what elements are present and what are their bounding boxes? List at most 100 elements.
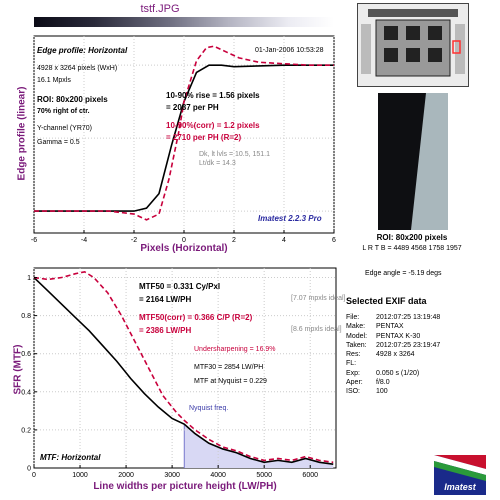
- edge-chart-title: Edge profile: Horizontal: [37, 46, 128, 55]
- exif-value: f/8.0: [376, 379, 390, 387]
- imatest-logo-graphic: Imatest: [434, 455, 486, 495]
- mtf-series: [33, 270, 334, 465]
- exif-key: ISO:: [346, 388, 361, 396]
- undersharpening-text: Undersharpening = 16.9%: [194, 346, 276, 353]
- rise-distance-text: 10-90% rise = 1.56 pixels: [166, 91, 260, 100]
- exif-row: ISO: 100: [346, 387, 440, 396]
- edge-x-tick-label: 2: [232, 237, 236, 244]
- edge-plot-frame: [33, 35, 335, 234]
- mtf-nyquist-text: MTF at Nyquist = 0.229: [194, 378, 267, 385]
- edge-timestamp: 01-Jan-2006 10:53:28: [255, 47, 324, 54]
- nyquist-label: Nyquist freq.: [189, 405, 229, 412]
- mtf-chart: 0 1000 2000 3000 4000 5000 6000 0 0.2 0.4 0.6 0.8 1: [21, 267, 337, 479]
- exif-value: 2012:07:25 13:19:48: [376, 314, 441, 321]
- exif-row: Taken: 2012:07:25 23:19:47: [346, 341, 440, 350]
- exif-table: File: 2012:07:25 13:19:48 Make: PENTAX Mod…: [346, 313, 440, 397]
- mtf-corrected-line: [33, 270, 334, 464]
- megapixel-text: 16.1 Mpxls: [37, 77, 71, 84]
- mtf-x-tick-label: 4000: [210, 472, 226, 479]
- edge-x-tick-label: -6: [31, 237, 37, 244]
- mtf50-lwph-text: = 2164 LW/PH: [139, 295, 192, 304]
- exif-row: File: 2012:07:25 13:19:48: [346, 313, 440, 322]
- roi-edge-graphic: [378, 93, 448, 230]
- edge-angle-text: Edge angle = -5.19 degs: [365, 270, 442, 277]
- mtf50-corrected-ideal-text: [8.6 mpxls ideal]: [291, 326, 342, 333]
- exif-key: Taken:: [346, 341, 367, 349]
- mtf-y-tick-label: 0: [27, 466, 31, 473]
- edge-x-tick-label: -2: [131, 237, 137, 244]
- edge-profile-line: [34, 64, 334, 212]
- exif-value: PENTAX K-30: [376, 332, 421, 340]
- grayscale-gradient-bar: [34, 17, 334, 27]
- mtf-line: [33, 276, 334, 465]
- imatest-version-label: Imatest 2.2.3 Pro: [258, 214, 322, 223]
- exif-row: Exp: 0.050 s (1/20): [346, 369, 440, 378]
- edge-series: [34, 45, 334, 221]
- thumbnail-graphic: [358, 4, 468, 86]
- roi-coordinates: L R T B = 4489 4568 1758 1957: [362, 245, 462, 252]
- mtf-y-tick-label: 0.8: [21, 313, 31, 320]
- mtf-y-tick-label: 0.4: [21, 389, 31, 396]
- roi-size-text: ROI: 80x200 pixels: [37, 95, 108, 104]
- mtf-x-tick-label: 3000: [164, 472, 180, 479]
- exif-row: Model: PENTAX K-30: [346, 332, 440, 341]
- edge-x-tick-label: 4: [282, 237, 286, 244]
- mtf50-ideal-text: [7.07 mpxls ideal]: [291, 295, 346, 302]
- mtf-x-tick-label: 5000: [256, 472, 272, 479]
- mtf-x-tick-label: 1000: [72, 472, 88, 479]
- corrected-per-ph-text: = 2710 per PH (R=2): [166, 133, 242, 142]
- edge-x-tick-label: 0: [182, 237, 186, 244]
- roi-position-text: 70% right of ctr.: [37, 108, 90, 115]
- gamma-text: Gamma = 0.5: [37, 139, 80, 146]
- image-size-text: 4928 x 3264 pixels (WxH): [37, 65, 118, 72]
- mtf-x-tick-label: 0: [32, 472, 36, 479]
- exif-value: PENTAX: [376, 323, 404, 331]
- imatest-logo: Imatest: [434, 455, 486, 495]
- edge-profile-chart: -6 -4 -2 0 2 4 6: [31, 35, 336, 244]
- exif-key: Make:: [346, 323, 366, 331]
- roi-label: ROI: 80x200 pixels: [376, 233, 448, 242]
- mtf-x-tick-label: 2000: [118, 472, 134, 479]
- channel-text: Y-channel (YR70): [37, 125, 92, 132]
- exif-row: Aper: f/8.0: [346, 378, 440, 387]
- rise-per-ph-text: = 2087 per PH: [166, 103, 219, 112]
- light-dark-ratio-text: Lt/dk = 14.3: [199, 160, 236, 167]
- mtf-chart-title: MTF: Horizontal: [40, 453, 101, 462]
- mtf-y-tick-label: 0.6: [21, 351, 31, 358]
- mtf50-corrected-lwph-text: = 2386 LW/PH: [139, 326, 192, 335]
- exif-value: 2012:07:25 23:19:47: [376, 341, 441, 349]
- exif-key: Exp:: [346, 369, 361, 377]
- exif-value: 0.050 s (1/20): [376, 369, 420, 377]
- mtf-y-axis-label: SFR (MTF): [12, 344, 24, 395]
- exif-key: FL:: [346, 360, 357, 368]
- exif-row: Make: PENTAX: [346, 322, 440, 331]
- edge-x-tick-label: 6: [332, 237, 336, 244]
- imatest-logo-text: Imatest: [444, 482, 477, 492]
- exif-value: 100: [376, 388, 388, 396]
- corrected-rise-text: 10-90%(corr) = 1.2 pixels: [166, 121, 260, 130]
- mtf-x-tick-label: 6000: [302, 472, 318, 479]
- exif-row: Res: 4928 x 3264: [346, 350, 440, 359]
- dark-light-levels-text: Dk, lt lvls = 10.5, 151.1: [199, 151, 271, 158]
- mtf50-text: MTF50 = 0.331 Cy/Pxl: [139, 282, 221, 291]
- exif-row: FL:: [346, 359, 440, 368]
- exif-header: Selected EXIF data: [346, 296, 427, 306]
- nyquist-shaded-area: [184, 424, 334, 468]
- mtf30-text: MTF30 = 2854 LW/PH: [194, 364, 264, 371]
- roi-edge-image: [378, 93, 448, 230]
- mtf-y-tick-label: 0.2: [21, 427, 31, 434]
- edge-corrected-line: [34, 45, 334, 221]
- exif-key: Aper:: [346, 379, 363, 387]
- mtf50-corrected-text: MTF50(corr) = 0.366 C/P (R=2): [139, 313, 253, 322]
- exif-key: Model:: [346, 332, 368, 340]
- test-chart-thumbnail: [357, 3, 469, 87]
- edge-x-axis-label: Pixels (Horizontal): [140, 243, 228, 254]
- edge-x-tick-label: -4: [81, 237, 87, 244]
- mtf-y-ticks: 0 0.2 0.4 0.6 0.8 1: [21, 275, 37, 473]
- nyquist-region: [183, 424, 334, 468]
- mtf-y-tick-label: 1: [27, 275, 31, 282]
- edge-x-ticks: -6 -4 -2 0 2 4 6: [31, 230, 336, 244]
- exif-key: File:: [346, 314, 360, 321]
- figure-title: tstf.JPG: [140, 3, 180, 15]
- exif-value: 4928 x 3264: [376, 351, 415, 359]
